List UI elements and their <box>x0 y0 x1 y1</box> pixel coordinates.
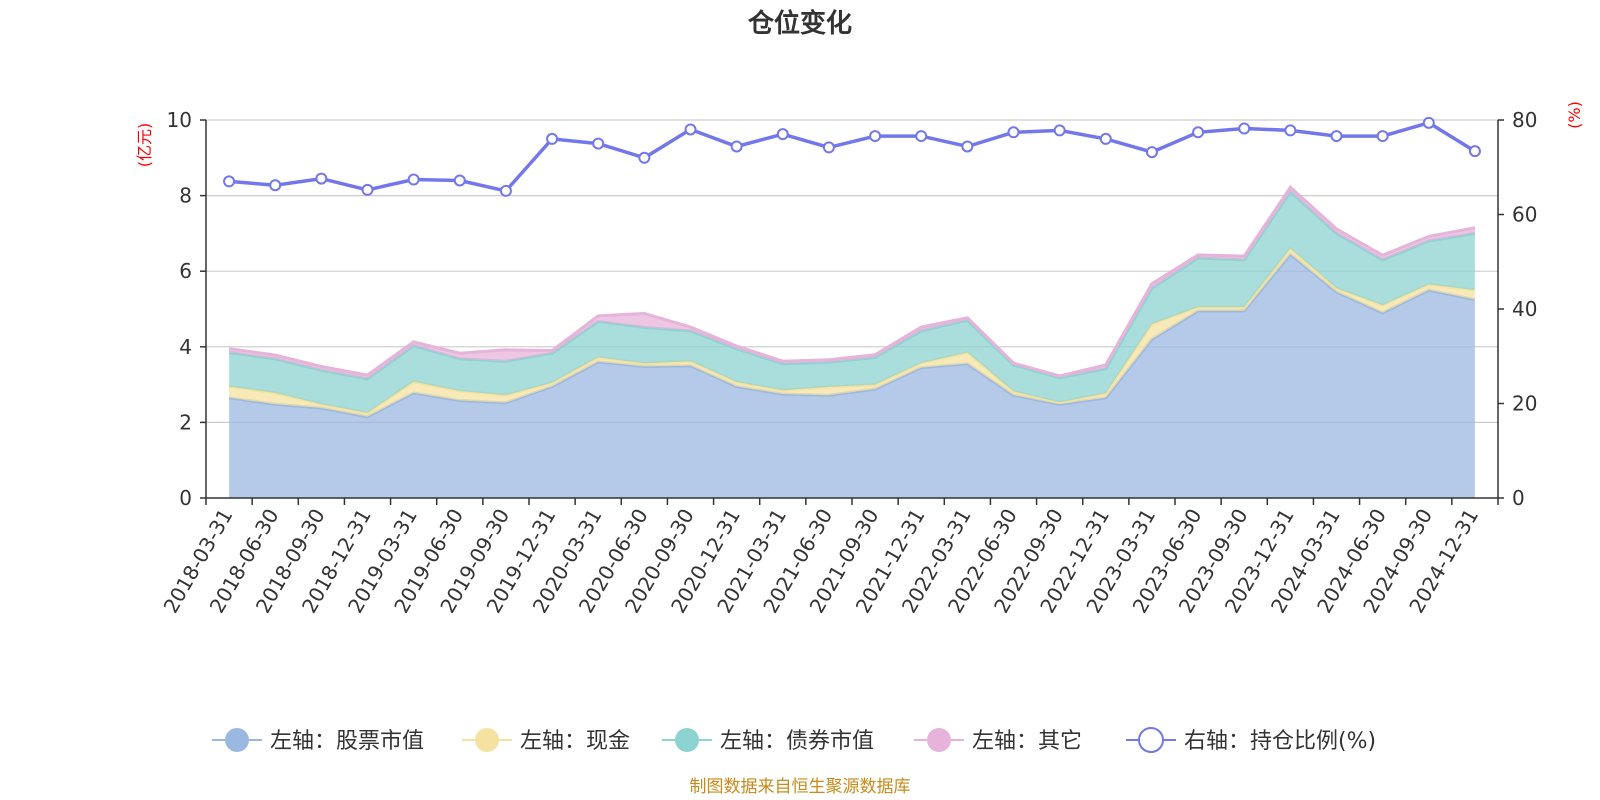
area-edge-3 <box>228 185 1476 378</box>
left-axis-tick-label: 6 <box>179 259 192 283</box>
ratio-point <box>684 123 697 136</box>
legend-marker <box>1138 727 1164 753</box>
ratio-point <box>961 140 974 153</box>
ratio-point <box>407 173 420 186</box>
ratio-point <box>1099 132 1112 145</box>
ratio-point <box>223 175 236 188</box>
right-axis-tick-label: 60 <box>1512 203 1537 227</box>
left-axis-tick-label: 8 <box>179 184 192 208</box>
legend-label: 左轴：债券市值 <box>720 729 874 754</box>
left-axis-tick-label: 0 <box>179 486 192 510</box>
area-2 <box>229 191 1475 413</box>
ratio-point <box>361 183 374 196</box>
left-axis-tick-label: 2 <box>179 410 192 434</box>
legend-marker <box>225 728 249 752</box>
chart-title: 仓位变化 <box>747 8 852 39</box>
left-axis-tick-label: 10 <box>167 108 192 132</box>
left-axis-unit: (亿元) <box>135 123 154 168</box>
ratio-point <box>869 130 882 143</box>
legend-label: 左轴：股票市值 <box>270 729 424 754</box>
ratio-point <box>1145 146 1158 159</box>
ratio-point <box>730 140 743 153</box>
ratio-point <box>1330 130 1343 143</box>
right-axis-unit: (%) <box>1565 101 1584 129</box>
ratio-point <box>315 172 328 185</box>
ratio-point <box>453 174 466 187</box>
ratio-point <box>1284 124 1297 137</box>
ratio-point <box>269 179 282 192</box>
ratio-point <box>1376 130 1389 143</box>
ratio-point <box>822 141 835 154</box>
ratio-point <box>776 128 789 141</box>
right-axis-tick-label: 0 <box>1512 486 1525 510</box>
legend-label: 左轴：现金 <box>520 729 630 754</box>
legend-marker <box>475 728 499 752</box>
ratio-point <box>499 184 512 197</box>
legend-marker <box>927 728 951 752</box>
right-axis-tick-label: 80 <box>1512 108 1537 132</box>
legend: 左轴：股票市值 左轴：现金 左轴：债券市值 左轴：其它 右轴：持仓比例(%) <box>212 727 1376 754</box>
ratio-point <box>546 132 559 145</box>
ratio-point <box>915 130 928 143</box>
ratio-point <box>1192 126 1205 139</box>
left-axis-tick-label: 4 <box>179 335 192 359</box>
ratio-point <box>1468 145 1481 158</box>
area-0 <box>229 254 1475 498</box>
ratio-point <box>1007 126 1020 139</box>
legend-marker <box>675 728 699 752</box>
right-axis-tick-label: 40 <box>1512 297 1537 321</box>
ratio-point <box>592 137 605 150</box>
ratio-point <box>1238 122 1251 135</box>
legend-label: 左轴：其它 <box>972 729 1082 754</box>
right-axis-tick-label: 20 <box>1512 392 1537 416</box>
legend-label: 右轴：持仓比例(%) <box>1184 729 1376 754</box>
data-source-note: 制图数据来自恒生聚源数据库 <box>690 777 911 797</box>
ratio-line-series <box>223 116 1481 197</box>
ratio-point <box>1422 116 1435 129</box>
stacked-areas <box>228 185 1476 498</box>
ratio-point <box>1053 124 1066 137</box>
ratio-line <box>228 120 1476 193</box>
ratio-point <box>638 151 651 164</box>
